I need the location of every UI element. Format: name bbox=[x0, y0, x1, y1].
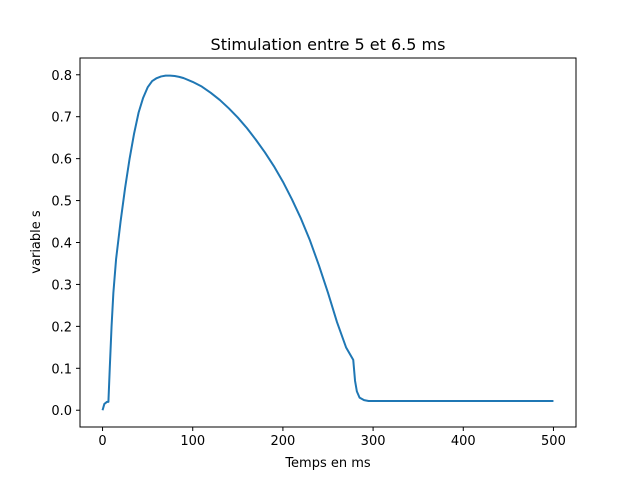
x-axis-label: Temps en ms bbox=[284, 456, 371, 471]
x-tick-label: 400 bbox=[451, 434, 476, 449]
x-tick-label: 0 bbox=[98, 434, 106, 449]
x-tick-label: 200 bbox=[270, 434, 295, 449]
y-tick-label: 0.3 bbox=[51, 278, 72, 293]
y-tick-label: 0.6 bbox=[51, 153, 72, 168]
y-tick-label: 0.0 bbox=[51, 404, 72, 419]
y-tick-label: 0.4 bbox=[51, 237, 72, 252]
plot-area: 0 100 200 300 400 500 0.0 0.1 0.2 0.3 0.4 0.5 0.6 0.7… bbox=[51, 57, 577, 449]
y-tick-label: 0.7 bbox=[51, 111, 72, 126]
y-tick-label: 0.1 bbox=[51, 362, 72, 377]
chart-title: Stimulation entre 5 et 6.5 ms bbox=[211, 35, 446, 54]
series-line-0 bbox=[101, 74, 554, 411]
x-tick-label: 100 bbox=[180, 434, 205, 449]
x-tick-label: 300 bbox=[361, 434, 386, 449]
y-tick-label: 0.2 bbox=[51, 320, 72, 335]
x-tick-label: 500 bbox=[541, 434, 566, 449]
y-tick-label: 0.5 bbox=[51, 195, 72, 210]
y-tick-label: 0.8 bbox=[51, 69, 72, 84]
y-axis-label: variable s bbox=[29, 210, 44, 274]
